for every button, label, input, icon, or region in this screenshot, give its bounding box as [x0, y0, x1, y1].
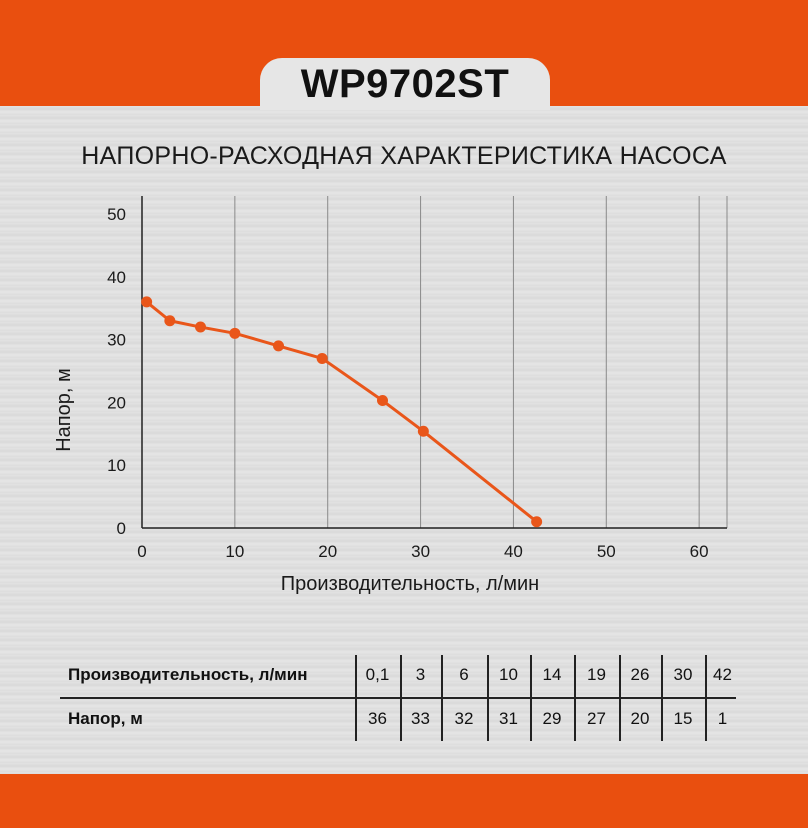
table-column-divider: [661, 655, 663, 741]
x-tick-label-10: 10: [225, 542, 244, 561]
flow-cell: 26: [630, 665, 650, 684]
head-cell: 32: [454, 709, 474, 728]
x-axis-label: Производительность, л/мин: [281, 573, 539, 595]
data-point-7: [417, 425, 429, 437]
x-tick-label-0: 0: [137, 542, 146, 561]
data-point-3: [229, 327, 241, 339]
y-tick-label-40: 40: [107, 268, 126, 287]
table-column-divider: [400, 655, 402, 741]
axes: [141, 196, 727, 529]
y-tick-label-30: 30: [107, 331, 126, 350]
flow-cell: 14: [542, 665, 562, 684]
head-cell: 33: [411, 709, 430, 728]
head-cell: 15: [673, 709, 693, 728]
table-column-divider: [487, 655, 489, 741]
table-column-divider: [574, 655, 576, 741]
y-tick-label-10: 10: [107, 456, 126, 475]
table-column-divider: [355, 655, 357, 741]
data-point-4: [273, 340, 284, 352]
table-column-divider: [619, 655, 621, 741]
data-point-1: [164, 315, 176, 327]
flow-cell: 3: [415, 665, 426, 684]
tick-labels: 0 10 20 30 40 50 60 0 10 20 30 40 50: [107, 205, 709, 561]
head-cell: 20: [630, 709, 650, 728]
y-axis-label: Напор, м: [53, 368, 75, 452]
head-cell: 31: [499, 709, 518, 728]
series-line-0: [145, 300, 538, 523]
flow-cell: 0,1: [365, 665, 390, 684]
head-cell: 36: [368, 709, 387, 728]
data-point-0: [141, 296, 153, 308]
series-line: [141, 296, 543, 528]
model-title: WP9702ST: [260, 58, 550, 110]
table-separator: [60, 697, 736, 699]
table-column-divider: [705, 655, 707, 741]
x-tick-label-40: 40: [504, 542, 523, 561]
x-tick-label-20: 20: [318, 542, 337, 561]
x-tick-label-50: 50: [597, 542, 616, 561]
head-cell: 29: [542, 709, 562, 728]
table-column-divider: [530, 655, 532, 741]
background-panel: [0, 106, 808, 774]
flow-cell: 10: [499, 665, 518, 684]
y-tick-label-50: 50: [107, 205, 126, 224]
flow-cell: 42: [713, 665, 732, 684]
head-cell: 1: [717, 709, 728, 728]
y-tick-label-20: 20: [107, 393, 126, 412]
head-cell: 27: [587, 709, 606, 728]
data-point-2: [195, 321, 206, 333]
row-label-head: Напор, м: [68, 709, 143, 728]
chart-title: НАПОРНО-РАСХОДНАЯ ХАРАКТЕРИСТИКА НАСОСА: [81, 142, 727, 170]
data-point-6: [377, 395, 388, 407]
data-point-8: [531, 516, 543, 528]
x-tick-label-30: 30: [411, 542, 430, 561]
flow-cell: 19: [587, 665, 606, 684]
y-tick-label-0: 0: [117, 519, 126, 538]
data-point-5: [316, 352, 328, 364]
x-tick-label-60: 60: [690, 542, 709, 561]
row-label-flow: Производительность, л/мин: [68, 665, 308, 684]
flow-cell: 6: [459, 665, 469, 684]
flow-cell: 30: [673, 665, 693, 684]
table-column-divider: [441, 655, 443, 741]
